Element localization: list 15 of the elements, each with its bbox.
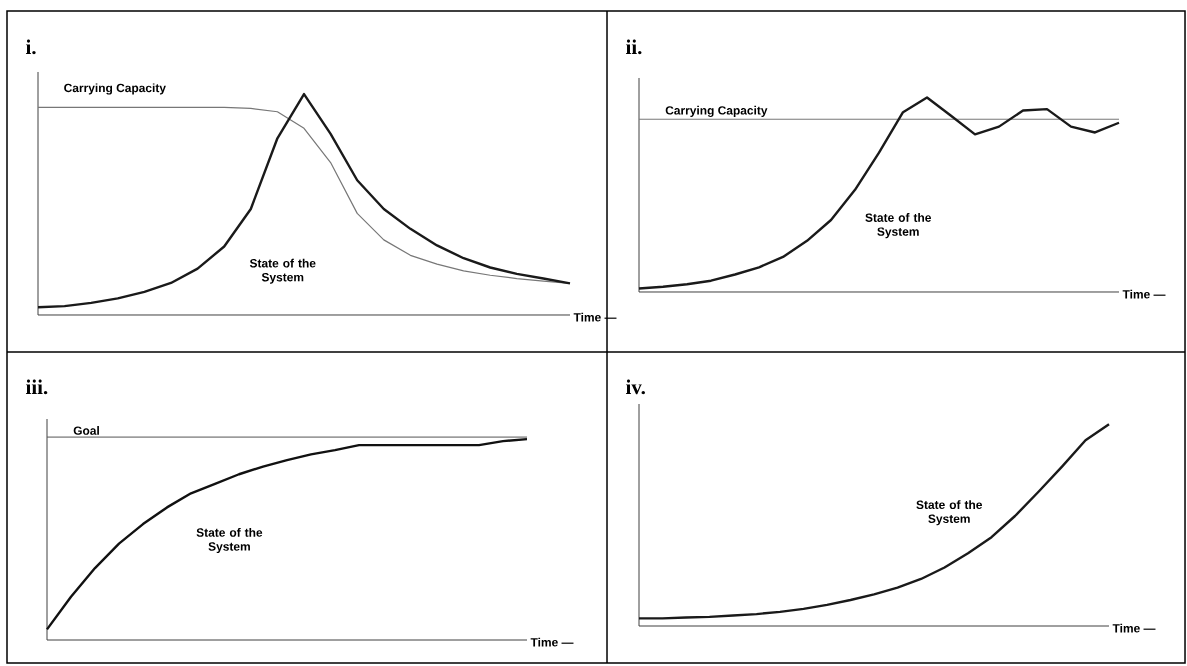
chart-title: i. xyxy=(25,39,36,55)
series-label: State of the System xyxy=(865,213,931,239)
series-label: State of the System xyxy=(916,500,982,526)
text: State of the System xyxy=(249,258,316,284)
text: State of the System xyxy=(196,528,263,554)
ref-line-label: Carrying Capacity xyxy=(665,105,768,118)
chart-title: ii. xyxy=(625,39,642,55)
x-axis-title: Time — xyxy=(530,637,574,647)
series-label: Carrying Capacity xyxy=(64,83,166,95)
x-axis-title: Time — xyxy=(1122,289,1166,299)
x-axis-title: Time — xyxy=(573,312,617,322)
chart-title: iv. xyxy=(625,379,645,395)
x-axis-title: Time — xyxy=(1112,623,1156,633)
ref-line-label: Goal xyxy=(73,426,99,435)
chart-title: iii. xyxy=(25,379,48,395)
